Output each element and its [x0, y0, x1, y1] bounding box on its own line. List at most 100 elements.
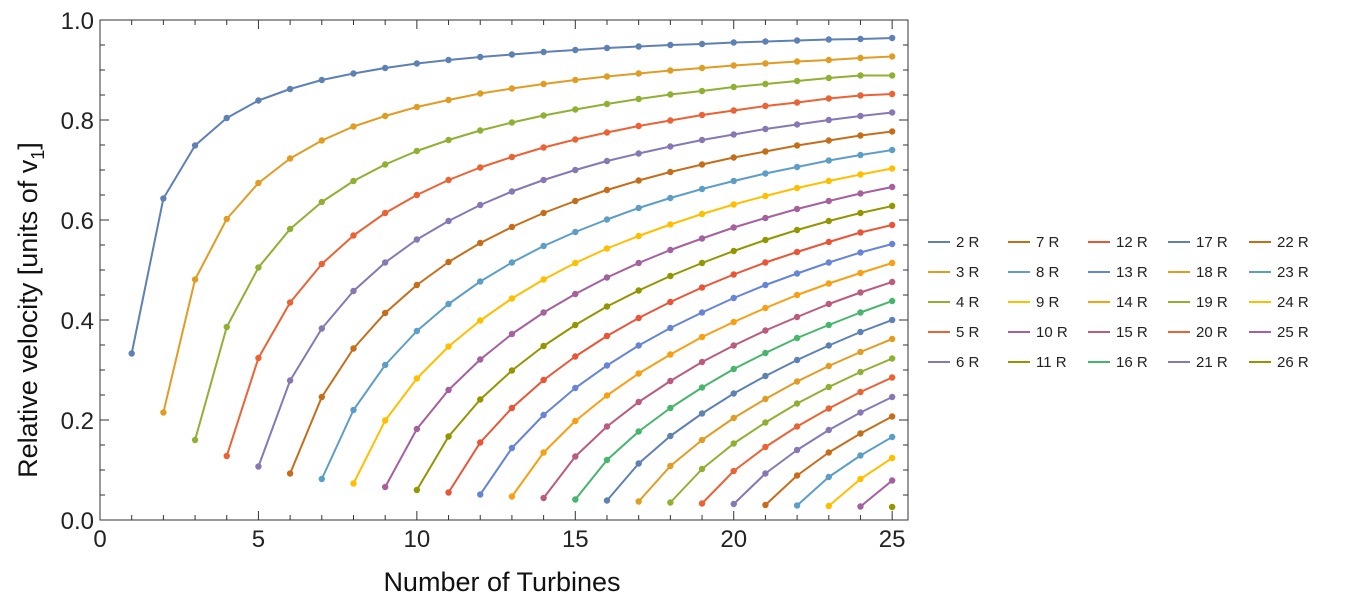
- data-point: [888, 503, 896, 511]
- data-point: [540, 376, 547, 384]
- legend-label: 8 R: [1036, 264, 1060, 281]
- data-point: [698, 161, 706, 168]
- x-tick-label: 20: [720, 526, 747, 553]
- series-26r: [888, 503, 896, 511]
- data-point: [667, 272, 674, 280]
- data-point: [445, 136, 452, 144]
- data-point: [413, 103, 421, 111]
- data-point: [857, 409, 864, 416]
- data-point: [730, 107, 737, 114]
- data-point: [445, 258, 452, 266]
- data-point: [825, 259, 832, 266]
- data-point: [857, 151, 864, 159]
- data-point: [730, 201, 737, 208]
- legend-item: 12 R: [1088, 234, 1148, 251]
- data-point: [381, 417, 389, 424]
- data-point: [793, 378, 801, 385]
- data-point: [730, 62, 737, 69]
- data-point: [857, 430, 864, 437]
- data-point: [698, 465, 706, 473]
- data-point: [540, 48, 547, 56]
- data-point: [667, 221, 674, 228]
- data-point: [730, 154, 737, 161]
- data-point: [730, 440, 737, 447]
- data-point: [730, 318, 737, 326]
- data-point: [730, 177, 737, 185]
- data-point: [888, 316, 896, 324]
- data-point: [508, 51, 516, 58]
- series-line: [859, 479, 893, 508]
- data-point: [572, 197, 579, 205]
- legend-item: 2 R: [928, 234, 980, 251]
- data-point: [793, 37, 801, 44]
- data-point: [350, 406, 357, 414]
- data-point: [381, 161, 389, 168]
- data-point: [793, 502, 801, 509]
- data-point: [445, 217, 452, 225]
- data-point: [730, 390, 737, 397]
- data-point: [572, 417, 579, 425]
- data-point: [413, 236, 421, 243]
- data-point: [540, 112, 547, 119]
- x-tick-label: 15: [562, 526, 589, 553]
- data-point: [445, 56, 452, 64]
- data-point: [730, 365, 737, 373]
- legend-label: 15 R: [1116, 324, 1148, 341]
- data-point: [635, 398, 642, 406]
- data-point: [572, 136, 579, 143]
- data-point: [888, 335, 896, 343]
- data-point: [888, 477, 896, 484]
- series-10r: [381, 183, 896, 491]
- legend-label: 3 R: [956, 264, 980, 281]
- legend-label: 16 R: [1116, 354, 1148, 371]
- series-line: [796, 436, 893, 507]
- data-point: [508, 330, 516, 338]
- data-point: [413, 60, 421, 67]
- legend: 2 R 3 R 4 R 5 R 6 R 7 R 8 R 9 R 10 R 11 R 12 R 13 R…: [928, 234, 1309, 371]
- data-point: [762, 214, 769, 222]
- data-point: [888, 413, 896, 420]
- data-point: [825, 197, 832, 205]
- data-point: [698, 358, 706, 366]
- legend-item: 5 R: [928, 324, 980, 341]
- data-point: [667, 143, 674, 150]
- data-point: [793, 142, 801, 149]
- data-point: [572, 384, 579, 392]
- series-25r: [857, 477, 896, 510]
- data-point: [572, 46, 579, 54]
- data-point: [857, 92, 864, 99]
- data-point: [667, 499, 674, 506]
- data-point: [286, 155, 294, 162]
- data-point: [698, 40, 706, 48]
- series-line: [669, 357, 893, 504]
- data-point: [825, 177, 832, 185]
- legend-label: 4 R: [956, 294, 980, 311]
- data-point: [350, 232, 357, 239]
- legend-item: 15 R: [1088, 324, 1148, 341]
- data-point: [635, 204, 642, 212]
- data-point: [477, 439, 484, 446]
- data-point: [603, 303, 611, 310]
- series-22r: [762, 413, 896, 509]
- data-point: [793, 270, 801, 277]
- data-point: [825, 116, 832, 124]
- data-point: [793, 446, 801, 454]
- series-line: [162, 55, 893, 413]
- series-18r: [635, 335, 896, 505]
- y-axis-title-subscript: 1: [28, 150, 48, 160]
- data-point: [825, 405, 832, 412]
- data-point: [508, 188, 516, 195]
- data-point: [540, 242, 547, 250]
- data-point: [698, 436, 706, 444]
- legend-label: 17 R: [1196, 234, 1228, 251]
- data-point: [477, 127, 484, 134]
- data-point: [508, 295, 516, 302]
- series-line: [225, 93, 893, 457]
- data-point: [572, 106, 579, 113]
- legend-item: 3 R: [928, 264, 980, 281]
- data-point: [255, 463, 262, 470]
- data-point: [857, 475, 864, 483]
- legend-item: 26 R: [1249, 354, 1309, 371]
- data-point: [477, 317, 484, 324]
